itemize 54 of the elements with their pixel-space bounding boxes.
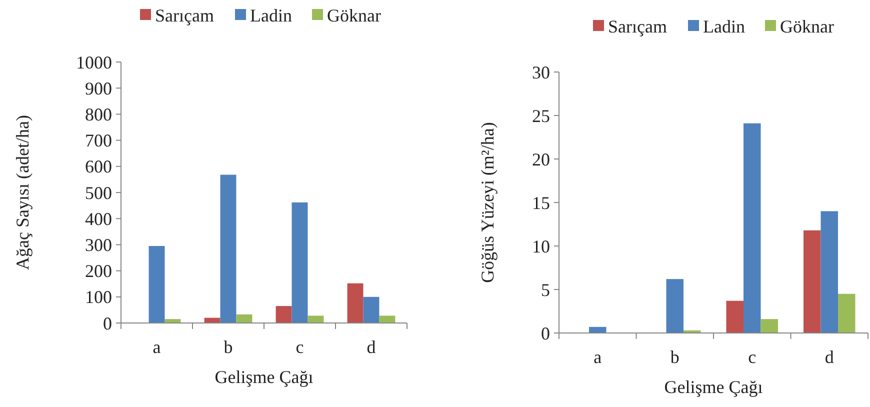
y-tick-label: 600 [85,156,112,177]
y-tick-label: 200 [85,261,112,282]
y-tick-label: 300 [85,235,112,255]
y-tick-label: 10 [532,236,550,256]
y-tick-label: 30 [532,62,550,82]
legend-label: Sarıçam [608,16,667,36]
y-tick-label: 25 [532,106,550,126]
y-tick-label: 15 [532,192,550,213]
x-tick-label: a [152,337,161,357]
y-tick-label: 20 [532,149,550,170]
bar [838,294,856,333]
legend-label: Sarıçam [155,5,214,26]
y-tick-label: 700 [85,130,112,151]
x-axis-title: Gelişme Çağı [664,377,763,397]
bar [726,300,744,333]
legend-label: Ladin [703,16,745,36]
x-tick-label: a [594,347,602,367]
bar [292,202,308,323]
bar [379,316,396,323]
x-tick-label: b [670,347,680,367]
y-tick-label: 1000 [76,52,112,72]
y-tick-label: 0 [541,323,550,344]
bar [803,230,821,333]
bar [220,174,236,323]
x-tick-label: c [748,347,756,367]
bar [760,319,778,333]
bar [666,279,684,333]
bar [363,296,380,323]
y-axis-title: Göğüs Yüzeyi (m²/ha) [477,122,498,283]
y-tick-label: 100 [85,287,112,308]
y-tick-label: 900 [85,78,112,98]
y-tick-label: 500 [85,182,112,203]
x-tick-label: b [224,337,233,357]
x-axis-title: Gelişme Çağı [214,367,314,387]
bar [589,326,606,333]
bar [236,314,252,323]
x-tick-label: d [366,337,376,357]
legend-label: Göknar [780,16,834,36]
bar [276,306,292,323]
x-tick-label: c [296,337,304,357]
legend-label: Ladin [250,5,292,26]
bar [744,123,761,333]
bar [347,283,364,323]
y-tick-label: 400 [85,208,112,229]
y-tick-label: 800 [85,104,112,124]
legend-label: Göknar [327,5,381,26]
bar [164,319,181,323]
y-tick-label: 0 [103,313,112,334]
bar [308,316,324,323]
y-axis-title: Ağaç Sayısı (adet/ha) [12,115,32,270]
x-tick-label: d [824,347,834,367]
bar [148,246,165,323]
y-tick-label: 5 [541,280,550,300]
bar [820,211,838,333]
